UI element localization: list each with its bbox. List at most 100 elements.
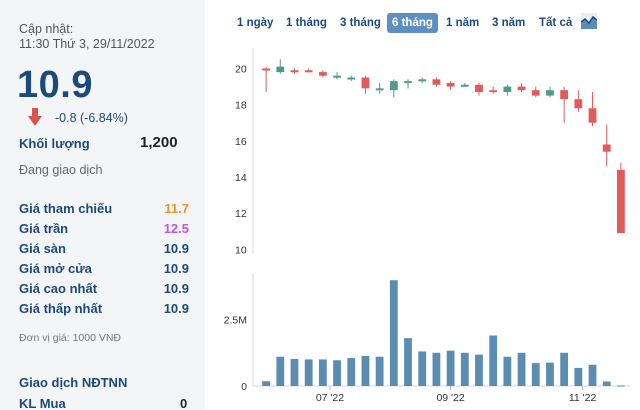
candle-body	[546, 90, 554, 96]
candle-body	[418, 79, 427, 82]
volume-bar	[304, 359, 313, 386]
buy-volume-value: 0	[180, 396, 188, 410]
candle-body	[333, 75, 341, 78]
period-tabs: 1 ngày 1 tháng 3 tháng 6 tháng 1 năm 3 n…	[232, 13, 632, 33]
price-tick-label: 14	[235, 172, 247, 184]
row-value: 10.9	[163, 241, 189, 256]
candle-body	[588, 108, 597, 123]
candle-body	[602, 144, 611, 152]
row-value: 10.9	[163, 281, 189, 296]
volume-bar	[588, 364, 597, 386]
price-tick-label: 18	[235, 100, 247, 112]
volume-bar	[318, 359, 327, 386]
row-open-price: Giá mở cửa 10.9	[19, 261, 189, 276]
candle-body	[318, 72, 327, 76]
volume-bar	[375, 356, 384, 386]
row-value: 10.9	[163, 301, 189, 316]
volume-bar	[475, 354, 483, 386]
volume-bar	[560, 352, 569, 386]
candle-body	[389, 81, 398, 91]
volume-bar	[361, 355, 370, 386]
price-tick-label: 20	[235, 63, 247, 75]
quote-panel: Cập nhật: 11:30 Thứ 3, 29/11/2022 10.9 -…	[0, 0, 205, 410]
price-change: -0.8 (-6.84%)	[55, 111, 128, 125]
volume-bar	[333, 360, 341, 386]
volume-tick-label: 2.5M	[224, 315, 247, 327]
price-tick-label: 16	[235, 136, 247, 148]
arrow-down-icon	[28, 108, 42, 126]
candle-body	[432, 79, 441, 85]
chart-grid	[252, 48, 630, 387]
volume-bar	[617, 385, 625, 387]
candle-body	[290, 70, 299, 73]
volume-bar	[503, 356, 512, 386]
volume-bar	[404, 338, 412, 386]
row-value: 11.7	[164, 201, 189, 216]
volume-value: 1,200	[140, 134, 178, 151]
volume-bar	[602, 381, 611, 386]
volume-bar	[347, 358, 356, 386]
price-volume-chart: 10 12 14 16 18 20 0 2.5M 07 '22 09 '22 11 '22	[224, 48, 630, 404]
tab-6-months[interactable]: 6 tháng	[387, 13, 438, 33]
current-price: 10.9	[17, 64, 93, 106]
volume-label: Khối lượng	[19, 136, 90, 151]
price-tick-label: 12	[235, 208, 247, 220]
candle-body	[361, 77, 370, 89]
tab-3-months[interactable]: 3 tháng	[340, 17, 381, 29]
row-reference-price: Giá tham chiếu 11.7	[19, 201, 189, 216]
candle-body	[517, 86, 526, 91]
price-tick-label: 10	[235, 244, 247, 256]
candle-body	[475, 84, 483, 92]
candle-body	[489, 90, 498, 93]
candle-body	[276, 66, 285, 73]
tab-1-day[interactable]: 1 ngày	[237, 17, 274, 29]
row-label: Giá mở cửa	[19, 261, 92, 276]
tab-1-month[interactable]: 1 tháng	[286, 17, 327, 29]
row-value: 10.9	[163, 261, 189, 276]
row-label: Giá sàn	[19, 241, 66, 256]
candle-body	[503, 86, 512, 92]
volume-bar	[418, 351, 427, 386]
time-axis: 07 '22 09 '22 11 '22	[316, 386, 597, 404]
row-label: Giá trần	[19, 221, 69, 236]
tab-3-years[interactable]: 3 năm	[492, 17, 526, 29]
row-label: Giá tham chiếu	[19, 201, 113, 216]
candle-body	[262, 68, 270, 71]
volume-axis: 0 2.5M	[224, 315, 248, 393]
volume-bar	[276, 356, 285, 386]
candles	[262, 59, 625, 234]
row-high-price: Giá cao nhất 10.9	[19, 281, 189, 296]
time-tick-label: 11 '22	[569, 392, 597, 404]
volume-bar	[432, 352, 441, 386]
tab-1-year[interactable]: 1 năm	[446, 17, 480, 29]
candle-body	[404, 81, 412, 84]
chart-type-icon[interactable]	[581, 13, 597, 29]
volume-bar	[574, 367, 583, 386]
volume-bar	[489, 335, 498, 386]
volume-bar	[446, 350, 455, 386]
time-tick-label: 09 '22	[436, 392, 464, 404]
candle-body	[375, 88, 384, 91]
row-ceiling-price: Giá trần 12.5	[19, 221, 189, 236]
candle-body	[560, 90, 569, 100]
candle-body	[446, 82, 455, 87]
row-floor-price: Giá sàn 10.9	[19, 241, 189, 256]
row-label: Giá thấp nhất	[19, 301, 103, 316]
price-axis: 10 12 14 16 18 20	[235, 63, 247, 256]
volume-bar	[290, 358, 299, 386]
candle-body	[531, 90, 540, 96]
time-tick-label: 07 '22	[316, 392, 344, 404]
updated-label: Cập nhật:	[19, 22, 74, 36]
volume-bar	[389, 280, 398, 386]
volume-bar	[262, 381, 270, 386]
volume-bars	[262, 280, 625, 387]
updated-time: 11:30 Thứ 3, 29/11/2022	[19, 37, 155, 51]
candle-body	[617, 169, 625, 234]
candle-body	[574, 99, 583, 109]
volume-bar	[546, 362, 554, 386]
volume-tick-label: 0	[241, 381, 247, 393]
volume-bar	[531, 363, 540, 386]
row-low-price: Giá thấp nhất 10.9	[19, 301, 189, 316]
tab-all[interactable]: Tất cả	[539, 17, 573, 29]
buy-volume-label: KL Mua	[19, 396, 66, 410]
